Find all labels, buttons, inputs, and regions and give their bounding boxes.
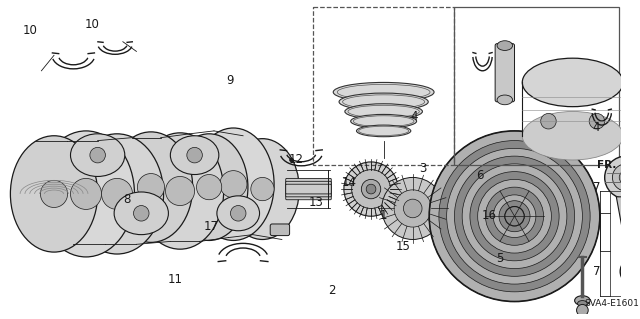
Bar bbox=[313, 7, 454, 165]
Circle shape bbox=[439, 141, 590, 292]
Ellipse shape bbox=[109, 132, 193, 242]
Circle shape bbox=[230, 205, 246, 221]
Text: 2: 2 bbox=[328, 285, 336, 297]
FancyBboxPatch shape bbox=[285, 178, 332, 200]
Ellipse shape bbox=[575, 296, 590, 305]
Text: 3: 3 bbox=[420, 162, 427, 175]
Circle shape bbox=[462, 164, 567, 269]
Text: 10: 10 bbox=[22, 24, 37, 37]
Ellipse shape bbox=[193, 128, 274, 241]
Circle shape bbox=[485, 187, 543, 245]
Text: 14: 14 bbox=[342, 176, 357, 189]
Text: 1: 1 bbox=[380, 209, 387, 222]
Text: FR.: FR. bbox=[597, 160, 616, 170]
Text: 15: 15 bbox=[396, 240, 410, 253]
Ellipse shape bbox=[333, 82, 434, 102]
Circle shape bbox=[362, 179, 381, 199]
Ellipse shape bbox=[345, 104, 422, 119]
Circle shape bbox=[220, 171, 247, 198]
Ellipse shape bbox=[226, 139, 300, 240]
Circle shape bbox=[351, 170, 390, 208]
Ellipse shape bbox=[356, 125, 411, 137]
Circle shape bbox=[589, 114, 605, 129]
Circle shape bbox=[134, 205, 149, 221]
Circle shape bbox=[620, 258, 640, 285]
Circle shape bbox=[344, 162, 398, 216]
Ellipse shape bbox=[170, 134, 248, 241]
Text: 4: 4 bbox=[411, 110, 419, 123]
Ellipse shape bbox=[170, 136, 219, 174]
Circle shape bbox=[505, 206, 524, 226]
FancyBboxPatch shape bbox=[495, 44, 515, 102]
Circle shape bbox=[138, 174, 164, 201]
Ellipse shape bbox=[38, 131, 134, 257]
Circle shape bbox=[251, 177, 274, 201]
Ellipse shape bbox=[70, 134, 125, 176]
Polygon shape bbox=[616, 197, 640, 260]
Ellipse shape bbox=[339, 93, 428, 111]
Circle shape bbox=[577, 304, 588, 316]
Bar bbox=[454, 7, 620, 165]
Text: 17: 17 bbox=[204, 220, 219, 234]
Text: 7: 7 bbox=[593, 265, 600, 278]
Ellipse shape bbox=[351, 115, 417, 128]
Circle shape bbox=[636, 245, 640, 255]
Circle shape bbox=[477, 179, 552, 253]
Circle shape bbox=[394, 190, 431, 227]
Text: 10: 10 bbox=[85, 19, 100, 32]
Ellipse shape bbox=[136, 133, 223, 249]
Circle shape bbox=[626, 264, 640, 279]
Circle shape bbox=[541, 114, 556, 129]
Circle shape bbox=[90, 147, 106, 163]
Circle shape bbox=[403, 199, 422, 218]
Circle shape bbox=[366, 184, 376, 194]
FancyBboxPatch shape bbox=[285, 184, 332, 194]
Ellipse shape bbox=[10, 136, 98, 252]
Text: 5: 5 bbox=[496, 252, 503, 265]
Circle shape bbox=[493, 195, 536, 238]
FancyBboxPatch shape bbox=[270, 224, 290, 236]
Ellipse shape bbox=[497, 41, 513, 50]
Circle shape bbox=[612, 164, 639, 191]
Circle shape bbox=[196, 174, 221, 200]
Text: 13: 13 bbox=[309, 196, 324, 209]
Circle shape bbox=[70, 178, 102, 210]
Text: 4: 4 bbox=[593, 121, 600, 134]
Circle shape bbox=[605, 156, 640, 199]
Ellipse shape bbox=[522, 112, 623, 160]
Text: 12: 12 bbox=[289, 153, 304, 166]
Text: 16: 16 bbox=[482, 209, 497, 222]
Ellipse shape bbox=[577, 300, 588, 306]
Ellipse shape bbox=[70, 134, 164, 254]
Circle shape bbox=[454, 156, 575, 276]
Circle shape bbox=[470, 172, 559, 261]
Circle shape bbox=[429, 131, 600, 301]
Circle shape bbox=[102, 178, 132, 210]
Ellipse shape bbox=[522, 58, 623, 107]
Text: 11: 11 bbox=[168, 273, 182, 286]
Circle shape bbox=[620, 171, 633, 184]
Circle shape bbox=[628, 239, 634, 244]
Circle shape bbox=[447, 148, 582, 284]
Text: 6: 6 bbox=[476, 169, 483, 182]
Circle shape bbox=[505, 206, 524, 226]
Circle shape bbox=[187, 147, 202, 163]
Ellipse shape bbox=[217, 196, 260, 231]
Text: 9: 9 bbox=[227, 74, 234, 87]
Circle shape bbox=[40, 180, 68, 207]
Text: 7: 7 bbox=[593, 182, 600, 195]
Circle shape bbox=[499, 201, 530, 232]
Ellipse shape bbox=[114, 192, 168, 235]
Circle shape bbox=[290, 158, 294, 162]
FancyBboxPatch shape bbox=[285, 181, 332, 197]
Ellipse shape bbox=[497, 95, 513, 105]
Text: 8: 8 bbox=[123, 193, 131, 205]
Bar bbox=[609, 191, 640, 296]
Circle shape bbox=[381, 177, 444, 240]
Text: SVA4-E1601: SVA4-E1601 bbox=[584, 299, 639, 308]
Circle shape bbox=[626, 237, 636, 246]
Circle shape bbox=[166, 176, 195, 205]
